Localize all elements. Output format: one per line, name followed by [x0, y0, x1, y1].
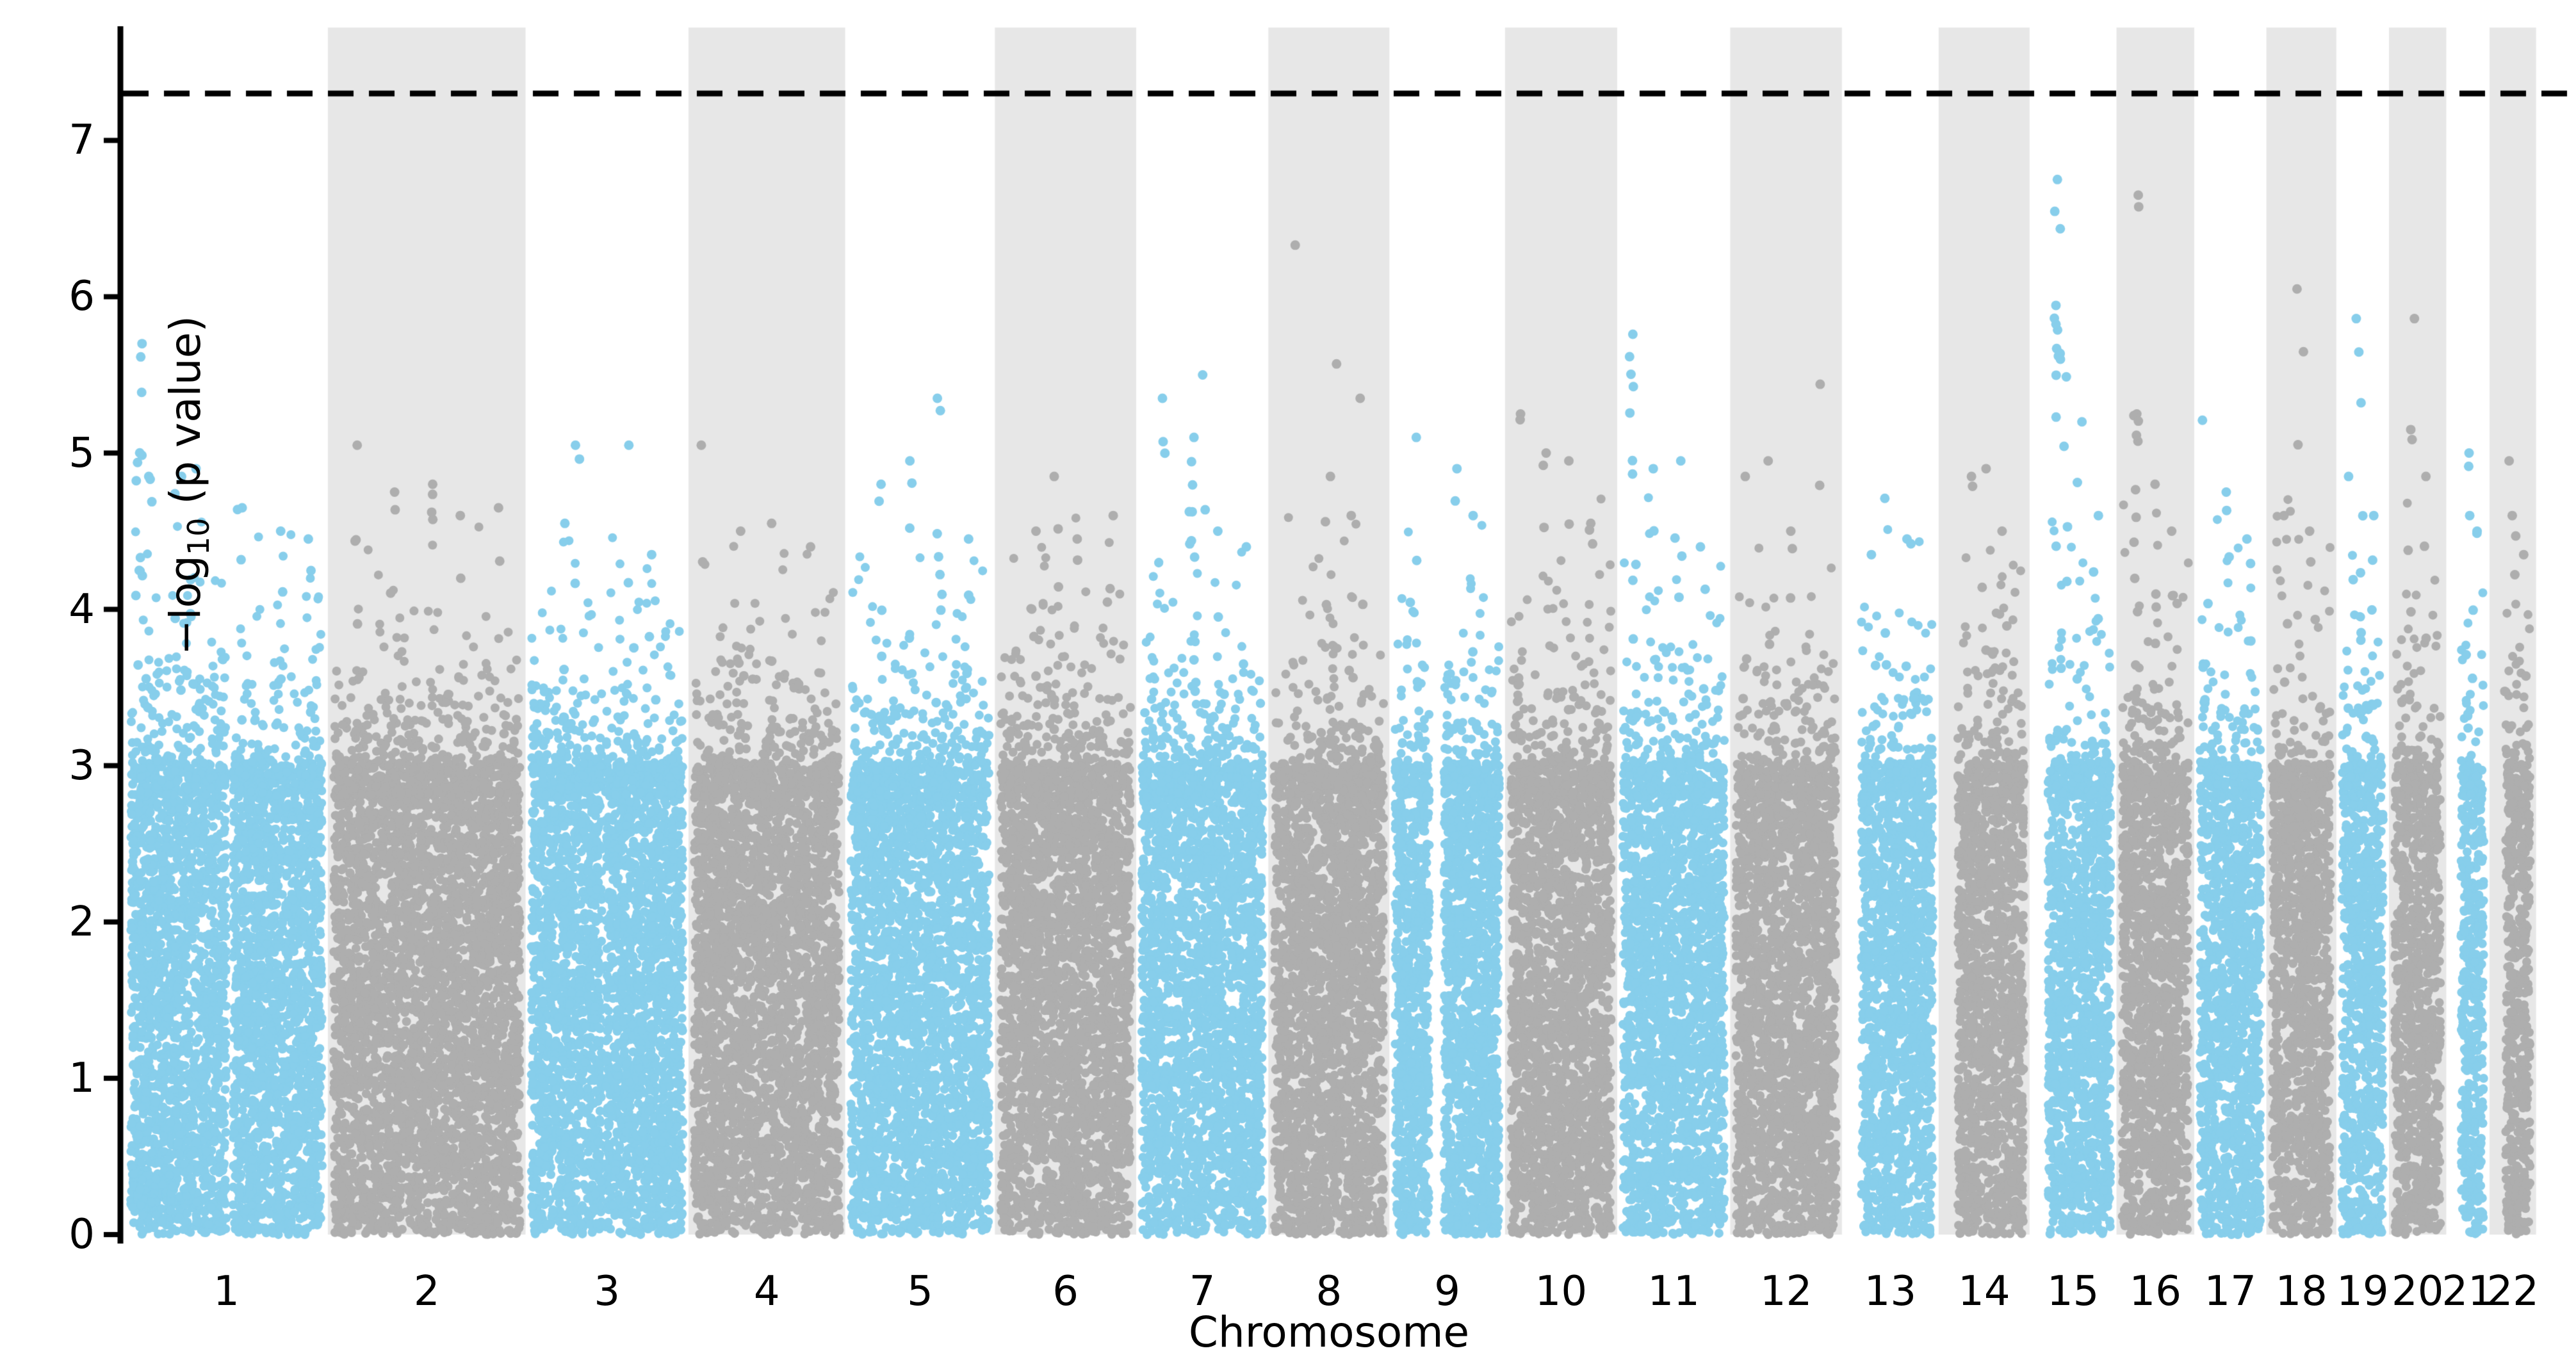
- y-axis-label-subscript: 10: [181, 517, 216, 556]
- x-tick-label-chr5: 5: [907, 1268, 933, 1315]
- y-axis-label-prefix: −log: [160, 555, 210, 656]
- y-tick-label-1: 1: [69, 1054, 95, 1102]
- y-tick-label-3: 3: [69, 742, 95, 790]
- x-tick-label-chr17: 17: [2204, 1268, 2256, 1315]
- y-tick-label-0: 0: [69, 1211, 95, 1258]
- x-tick-label-chr6: 6: [1052, 1268, 1079, 1315]
- x-tick-label-chr13: 13: [1864, 1268, 1917, 1315]
- x-tick-label-chr7: 7: [1189, 1268, 1216, 1315]
- y-tick-label-5: 5: [69, 429, 95, 477]
- x-tick-label-chr3: 3: [594, 1268, 621, 1315]
- x-tick-label-chr15: 15: [2046, 1268, 2099, 1315]
- x-tick-label-chr11: 11: [1647, 1268, 1700, 1315]
- x-tick-label-chr10: 10: [1535, 1268, 1588, 1315]
- y-tick-label-7: 7: [69, 117, 95, 165]
- x-tick-label-chr1: 1: [213, 1268, 240, 1315]
- x-tick-label-chr9: 9: [1434, 1268, 1460, 1315]
- y-axis-label-suffix: (p value): [160, 315, 210, 518]
- x-tick-label-chr4: 4: [753, 1268, 780, 1315]
- x-tick-label-chr18: 18: [2275, 1268, 2327, 1315]
- x-tick-label-chr20: 20: [2391, 1268, 2444, 1315]
- y-tick-label-6: 6: [69, 273, 95, 321]
- y-tick-label-2: 2: [69, 898, 95, 946]
- x-tick-label-chr8: 8: [1316, 1268, 1342, 1315]
- y-axis-label: −log10 (p value): [161, 316, 216, 655]
- x-tick-label-chr14: 14: [1958, 1268, 2010, 1315]
- x-axis-label: Chromosome: [1188, 1308, 1470, 1357]
- x-tick-label-chr2: 2: [413, 1268, 440, 1315]
- x-tick-label-chr16: 16: [2129, 1268, 2181, 1315]
- x-tick-label-chr19: 19: [2336, 1268, 2389, 1315]
- x-tick-label-chr22: 22: [2486, 1268, 2539, 1315]
- y-tick-label-4: 4: [69, 585, 95, 633]
- x-tick-label-chr12: 12: [1759, 1268, 1813, 1315]
- x-tick-label-chr21: 21: [2441, 1268, 2494, 1315]
